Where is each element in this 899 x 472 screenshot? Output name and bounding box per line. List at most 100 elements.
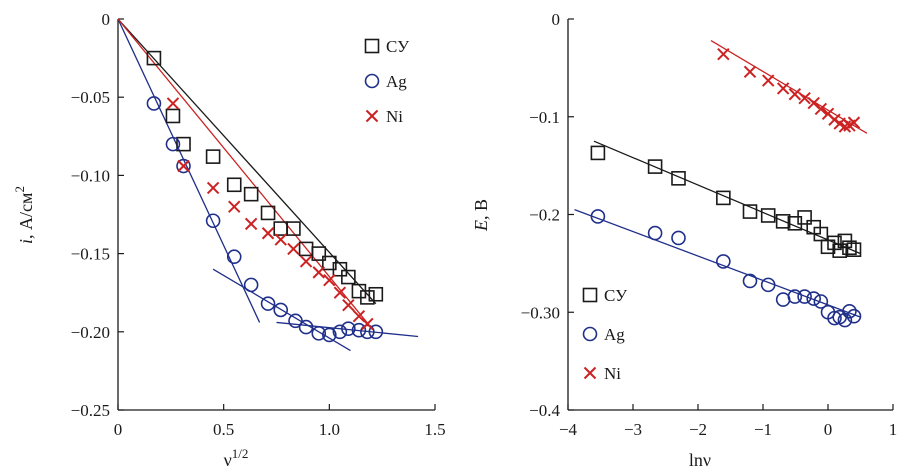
data-point-square: [716, 190, 731, 206]
data-point-cross: [287, 242, 300, 256]
data-point-cross-stroke-b: [847, 116, 861, 129]
data-point-square: [146, 50, 162, 66]
data-point-cross-stroke-b: [833, 117, 846, 130]
data-point-square: [332, 261, 348, 277]
data-point-cross: [228, 200, 241, 213]
y-tick-label: −0.4: [529, 401, 560, 420]
data-point-circle: [226, 249, 242, 265]
x-tick-label: 0: [114, 420, 123, 439]
data-point-cross-stroke-b: [798, 91, 811, 105]
data-point-circle: [590, 209, 606, 224]
legend-marker-cross: [365, 109, 379, 123]
data-point-cross: [776, 82, 790, 95]
data-point-cross: [261, 227, 275, 240]
y-tick-label: −0.20: [71, 323, 110, 342]
data-point-cross-stroke-b: [342, 299, 355, 312]
data-point-circle: [742, 273, 758, 289]
data-point-cross: [838, 120, 852, 133]
data-point-circle: [842, 303, 857, 319]
data-point-circle: [288, 313, 303, 329]
data-point-cross: [847, 116, 861, 129]
data-point-circle: [806, 291, 822, 306]
data-point-circle: [351, 322, 367, 338]
series-square: [590, 145, 862, 258]
x-tick-label: −3: [624, 420, 642, 439]
data-point-square: [341, 269, 356, 285]
data-point-square: [760, 208, 776, 223]
data-point-square: [832, 243, 848, 258]
data-point-square: [226, 177, 242, 193]
y-axis-label-variable: E: [471, 220, 491, 232]
legend-marker-cross-stroke-b: [583, 366, 597, 380]
x-tick-label: 1.5: [424, 420, 445, 439]
data-point-cross: [333, 286, 347, 299]
fit-line: [710, 39, 868, 134]
data-point-circle: [176, 158, 191, 174]
data-point-circle: [787, 289, 803, 304]
chart-right: −4 −3 −2 −1 0 1 0 −0.1 −0.2 −0.30 −0.4 lnν E, В СУ Ag N…: [471, 10, 897, 470]
legend: СУ Ag Ni: [582, 286, 628, 383]
legend-marker-cross: [583, 366, 597, 380]
y-axis-label: i, А/см2: [12, 186, 36, 244]
legend-marker-square: [582, 287, 598, 303]
data-point-cross: [743, 65, 757, 78]
data-point-cross-stroke-b: [807, 96, 820, 110]
y-tick-label: −0.25: [71, 401, 110, 420]
data-point-square: [176, 136, 191, 152]
data-point-circle: [813, 294, 829, 309]
data-point-cross-stroke-b: [323, 273, 336, 287]
y-axis-label-unit: , В: [471, 199, 491, 220]
data-point-square: [590, 145, 606, 161]
data-point-cross: [323, 273, 336, 287]
data-point-cross-stroke-b: [177, 159, 190, 173]
data-point-circle: [146, 96, 162, 111]
data-point-circle: [837, 312, 853, 328]
data-point-square: [742, 204, 758, 219]
x-tick-label: 1: [889, 420, 898, 439]
data-point-circle: [846, 308, 862, 324]
series-square: [146, 50, 384, 305]
data-point-circle: [298, 319, 314, 335]
data-point-cross-stroke-b: [743, 65, 757, 78]
data-point-cross: [274, 233, 287, 246]
y-tick-label: −0.30: [521, 303, 560, 322]
legend-label: СУ: [386, 37, 410, 56]
y-tick-label: −0.2: [529, 206, 560, 225]
data-point-circle: [797, 289, 812, 304]
fit-line: [212, 268, 351, 352]
data-point-cross-stroke-b: [166, 97, 180, 110]
legend-marker-cross-stroke-b: [365, 109, 379, 123]
series-circle: [146, 96, 384, 343]
data-point-cross-stroke-b: [352, 309, 366, 323]
x-tick-label: 0.5: [213, 420, 234, 439]
data-point-square: [842, 240, 857, 256]
data-point-cross-stroke-b: [274, 233, 287, 246]
data-point-cross-stroke-b: [761, 74, 775, 87]
data-point-square: [311, 246, 327, 261]
chart-left: 0 0.5 1.0 1.5 0 −0.05 −0.10 −0.15 −0.20 −0.25 ν1/2…: [12, 10, 446, 470]
data-point-cross-stroke-b: [821, 107, 835, 121]
data-point-circle: [311, 326, 327, 341]
legend-marker-circle: [364, 73, 380, 89]
data-point-cross: [166, 97, 180, 110]
data-point-circle: [205, 213, 221, 229]
legend-label: Ag: [604, 325, 625, 344]
legend-marker-square: [364, 38, 380, 54]
data-point-square: [797, 210, 812, 225]
data-point-cross: [342, 299, 355, 312]
data-point-circle: [647, 225, 663, 241]
data-point-circle: [716, 254, 731, 269]
legend-marker-circle: [582, 326, 598, 342]
data-point-circle: [165, 136, 181, 152]
data-point-cross-stroke-b: [287, 242, 300, 256]
data-point-square: [260, 205, 276, 221]
data-point-cross-stroke-b: [244, 217, 258, 231]
data-point-cross-stroke-b: [228, 200, 241, 213]
y-axis-label: E, В: [471, 199, 491, 232]
data-point-circle: [322, 327, 337, 343]
fit-line: [593, 140, 861, 255]
data-point-cross: [244, 217, 258, 231]
series-cross: [166, 97, 374, 331]
data-point-cross-stroke-b: [814, 102, 828, 116]
